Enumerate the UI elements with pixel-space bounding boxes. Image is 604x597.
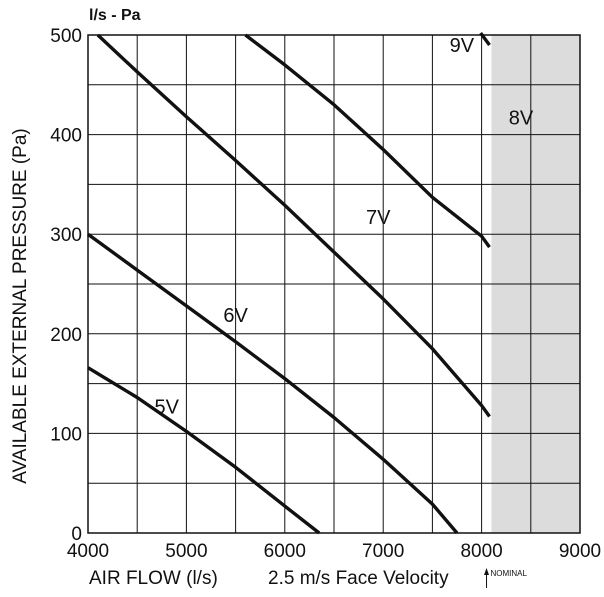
- y-tick-label: 200: [50, 325, 82, 346]
- x-tick-label: 6000: [264, 541, 306, 562]
- curve-7v: [96, 33, 491, 418]
- curve-label-5v: 5V: [154, 396, 179, 418]
- curve-6v: [86, 232, 459, 535]
- x-tick-label: 8000: [460, 541, 502, 562]
- y-tick-label: 100: [50, 424, 82, 445]
- y-tick-label: 0: [71, 524, 82, 545]
- x-tick-label: 4000: [67, 541, 109, 562]
- curve-8v: [244, 33, 491, 249]
- x-tick-label: 5000: [165, 541, 207, 562]
- curve-label-9v: 9V: [450, 35, 475, 57]
- y-tick-label: 400: [50, 126, 82, 147]
- x-tick-label: 7000: [362, 541, 404, 562]
- nominal-marker: NOMINAL: [484, 568, 528, 588]
- voltage-curves: 5V 6V 7V 8V 9V: [86, 31, 534, 535]
- y-tick-label: 500: [50, 26, 82, 47]
- y-tick-label: 300: [50, 225, 82, 246]
- grid: [88, 35, 580, 533]
- plot-frame: [87, 34, 581, 534]
- curve-label-7v: 7V: [366, 207, 391, 229]
- x-axis-note: 2.5 m/s Face Velocity: [268, 568, 449, 589]
- x-axis-title: AIR FLOW (l/s): [89, 568, 218, 589]
- unit-label: l/s - Pa: [89, 7, 141, 24]
- nominal-arrow-head: [484, 568, 490, 575]
- tick-labels: 4000 5000 6000 7000 8000 9000 0 100 200 300 400 500: [50, 26, 601, 562]
- nominal-label: NOMINAL: [491, 569, 528, 578]
- curve-label-8v: 8V: [509, 108, 534, 130]
- curve-5v: [87, 366, 321, 535]
- y-axis-title: AVAILABLE EXTERNAL PRESSURE (Pa): [10, 128, 31, 484]
- x-tick-label: 9000: [559, 541, 601, 562]
- curve-label-6v: 6V: [223, 305, 248, 327]
